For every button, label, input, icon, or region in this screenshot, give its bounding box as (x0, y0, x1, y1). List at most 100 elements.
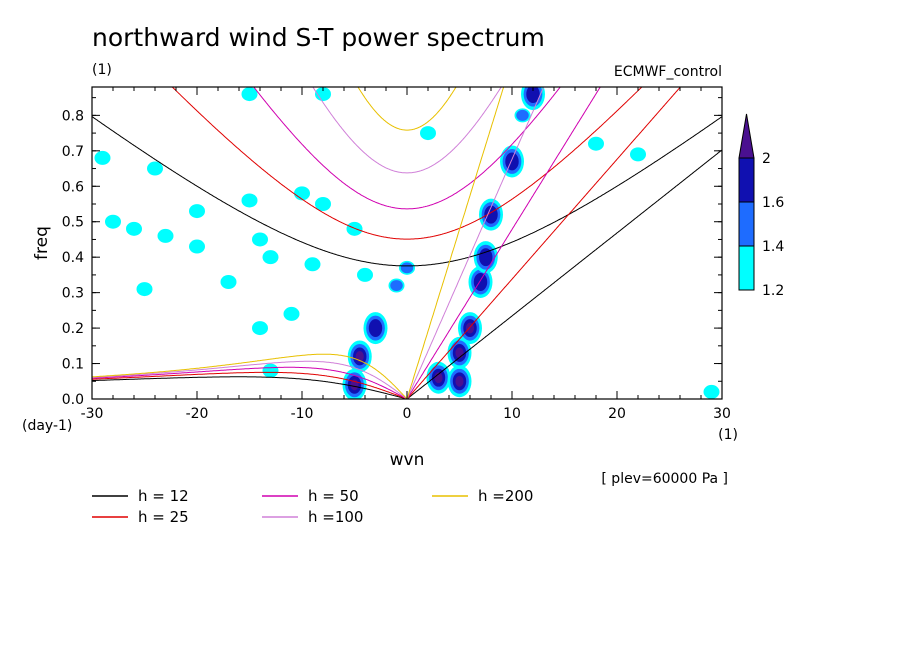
ig-curve-50 (253, 87, 561, 210)
spectral-peak-2 (363, 312, 388, 345)
rossby-curve-12 (92, 376, 408, 399)
x-tick-label: 0 (403, 406, 412, 422)
x-tick-label: -20 (186, 406, 209, 422)
noise-peak-ring (703, 384, 720, 399)
curve-200 (92, 87, 505, 399)
noise-peak-1 (126, 221, 142, 236)
noise-peak-15 (283, 306, 300, 321)
spectral-peak-ring (434, 372, 443, 384)
kelvin-curve-25 (406, 87, 682, 399)
noise-peak-7 (252, 232, 268, 247)
noise-peak-2 (147, 161, 163, 176)
curve-50 (92, 0, 722, 399)
ig-curve-200 (357, 87, 457, 131)
x-unit: (1) (718, 427, 738, 443)
noise-peak-ring (420, 126, 436, 141)
noise-peak-ring (126, 221, 142, 236)
ig-curve-100 (312, 87, 502, 174)
x-tick-label: -10 (291, 406, 314, 422)
noise-peak-21 (588, 136, 604, 151)
legend-label-50: h = 50 (308, 487, 359, 505)
curve-100 (92, 0, 722, 399)
rossby-curve-200 (92, 353, 408, 399)
noise-peak-20 (420, 126, 436, 141)
noise-peak-6 (189, 239, 205, 254)
spectral-peak-ring (455, 375, 464, 387)
noise-peak-13 (357, 267, 373, 282)
noise-peak-ring (294, 186, 310, 201)
rossby-curve-50 (92, 366, 408, 399)
spectral-peak-ring (526, 87, 540, 104)
y-tick-label: 0.2 (62, 321, 84, 337)
colorbar-segment (738, 157, 755, 203)
spectral-peak-6 (447, 365, 472, 398)
noise-peak-ring (105, 214, 121, 229)
y-tick-label: 0.0 (62, 392, 84, 408)
y-tick-label: 0.5 (62, 215, 84, 231)
noise-peak-ring (630, 147, 646, 162)
spectral-peak-13 (514, 108, 531, 123)
chart-title: northward wind S-T power spectrum (92, 23, 545, 52)
spectral-peak-11 (479, 198, 503, 231)
noise-peak-22 (630, 147, 646, 162)
spectral-peak-7 (447, 336, 472, 369)
legend-label-25: h = 25 (138, 508, 189, 526)
noise-peak-19 (94, 150, 111, 165)
spectral-peak-1 (347, 340, 372, 373)
x-axis-label: wvn (390, 450, 425, 470)
noise-peak-ring (147, 161, 163, 176)
y-tick-label: 0.6 (62, 179, 84, 195)
noise-peak-ring (304, 257, 321, 272)
spectral-peak-ring (400, 262, 414, 274)
kelvin-curve-12 (406, 149, 722, 399)
colorbar-label: 2 (762, 151, 771, 167)
y-tick-label: 0.4 (62, 250, 84, 266)
noise-peak-ring (315, 197, 331, 211)
noise-peak-ring (262, 363, 279, 378)
noise-peak-16 (304, 257, 321, 272)
noise-peak-ring (262, 250, 279, 265)
title-unit: (1) (92, 62, 112, 78)
noise-peak-ring (241, 193, 258, 208)
rossby-curve-100 (92, 360, 408, 399)
legend: h = 12 h = 25 h = 50 h =100 h =200 (92, 487, 533, 526)
noise-peak-18 (315, 87, 331, 102)
colorbar: 1.2 1.4 1.6 2 (738, 113, 784, 299)
y-axis: 0.0 0.1 0.2 0.3 0.4 0.5 0.6 0.7 0.8 (62, 97, 722, 408)
noise-peak-ring (588, 136, 604, 151)
spectral-peak-ring (505, 152, 519, 171)
spectral-peak-ring (516, 109, 529, 121)
kelvin-curve-200 (406, 87, 505, 399)
kelvin-curve-50 (406, 87, 601, 399)
spectral-peak-5 (426, 361, 451, 394)
spectral-peak-14 (521, 87, 545, 111)
dispersion-curves (92, 0, 722, 399)
noise-peak-ring (220, 275, 237, 289)
y-tick-label: 0.8 (62, 108, 84, 124)
curve-25 (92, 87, 682, 399)
noise-peak-ring (241, 87, 258, 102)
mrg-curve-100 (92, 0, 722, 376)
y-tick-label: 0.3 (62, 286, 84, 302)
noise-peak-ring (157, 228, 174, 243)
noise-peak-ring (189, 239, 205, 254)
noise-peak-ring (189, 204, 205, 219)
plot-area (92, 0, 722, 399)
spectral-peak-3 (399, 260, 415, 275)
legend-label-200: h =200 (478, 487, 533, 505)
ig-curve-12 (92, 116, 722, 267)
rossby-curve-25 (92, 371, 408, 399)
legend-label-100: h =100 (308, 508, 363, 526)
colorbar-segment (738, 245, 755, 291)
noise-peak-ring (252, 232, 268, 247)
noise-peak-0 (105, 214, 121, 229)
spectral-peak-12 (500, 145, 524, 178)
x-axis: -30 -20 -10 0 10 20 30 (81, 87, 731, 422)
x-tick-label: 10 (503, 406, 521, 422)
spectral-peak-4 (388, 278, 405, 293)
colorbar-label: 1.6 (762, 195, 784, 211)
noise-peak-8 (241, 193, 258, 208)
mrg-curve-50 (92, 0, 722, 376)
noise-peak-4 (157, 228, 174, 243)
